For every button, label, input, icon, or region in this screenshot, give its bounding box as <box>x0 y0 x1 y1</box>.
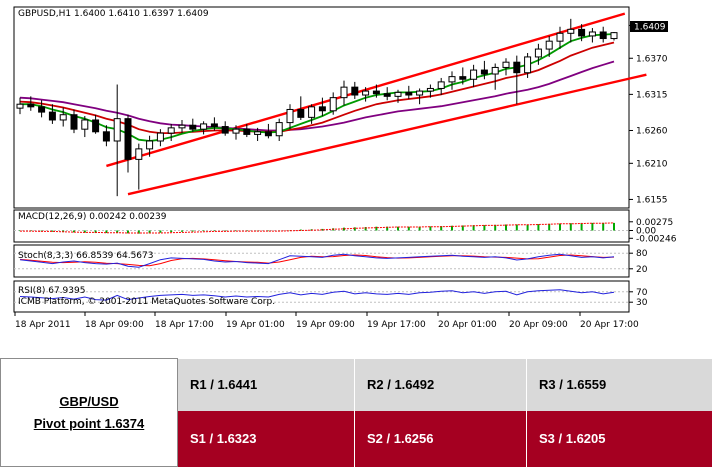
candle-body <box>611 33 617 39</box>
support-s2: S2 / 1.6256 <box>355 411 527 467</box>
candle-body <box>471 70 477 79</box>
candle-body <box>39 107 45 112</box>
candle-body <box>211 124 217 127</box>
candle-body <box>503 62 509 67</box>
candle-body <box>481 70 487 74</box>
candle-body <box>492 67 498 74</box>
candle-body <box>341 87 347 98</box>
candle-body <box>373 91 379 94</box>
candle-body <box>395 92 401 96</box>
resistance-r3: R3 / 1.6559 <box>527 359 712 411</box>
candle-body <box>114 119 120 141</box>
candle-body <box>417 91 423 95</box>
stoch-panel-frame <box>14 245 629 277</box>
candle-body <box>352 87 358 95</box>
candle-body <box>600 32 606 39</box>
last-price-marker: 1.6409 <box>630 21 668 33</box>
stoch-label: Stoch(8,3,3) 66.8539 64.5673 <box>18 251 153 261</box>
candle-body <box>525 57 531 73</box>
rsi-tick-label: 30 <box>636 298 648 308</box>
candle-body <box>190 125 196 129</box>
candle-body <box>579 29 585 36</box>
candle-body <box>546 41 552 49</box>
candle-body <box>60 115 66 120</box>
pivot-table: GBP/USD Pivot point 1.6374 R1 / 1.6441 R… <box>0 358 712 467</box>
time-tick-label: 19 Apr 01:00 <box>226 320 285 330</box>
stoch-tick-label: 20 <box>636 265 648 275</box>
candle-body <box>449 77 455 82</box>
stoch-tick-label: 80 <box>636 249 648 259</box>
rsi-tick-label: 70 <box>636 288 648 298</box>
resistance-r1: R1 / 1.6441 <box>178 359 355 411</box>
macd-tick-label: -0.00246 <box>636 234 677 244</box>
candle-body <box>438 82 444 89</box>
price-tick-label: 1.6155 <box>636 195 668 205</box>
resistance-r2: R2 / 1.6492 <box>355 359 527 411</box>
candle-body <box>514 62 520 73</box>
candle-body <box>233 129 239 133</box>
macd-label: MACD(12,26,9) 0.00242 0.00239 <box>18 212 167 222</box>
candle-body <box>460 77 466 80</box>
candle-body <box>125 119 131 160</box>
candle-body <box>49 112 55 120</box>
candle-body <box>309 107 315 118</box>
platform-watermark: ICMB Platform, © 2001-2011 MetaQuotes So… <box>18 297 275 307</box>
candle-body <box>319 107 325 111</box>
last-price-label: 1.6409 <box>634 23 666 33</box>
candle-body <box>330 98 336 111</box>
candle-body <box>427 88 433 91</box>
time-tick-label: 20 Apr 09:00 <box>509 320 568 330</box>
candle-body <box>255 132 261 135</box>
time-tick-label: 18 Apr 09:00 <box>85 320 144 330</box>
candle-body <box>363 91 369 95</box>
price-chart: GBPUSD,H1 1.6400 1.6410 1.6397 1.6409 1.… <box>0 0 712 358</box>
candle-body <box>201 124 207 129</box>
pivot-point: Pivot point 1.6374 <box>1 413 177 435</box>
time-tick-label: 18 Apr 17:00 <box>155 320 214 330</box>
time-tick-label: 20 Apr 17:00 <box>580 320 639 330</box>
candle-body <box>168 128 174 133</box>
support-s1: S1 / 1.6323 <box>178 411 355 467</box>
symbol-header: GBPUSD,H1 1.6400 1.6410 1.6397 1.6409 <box>18 9 209 19</box>
candle-body <box>276 123 282 136</box>
price-tick-label: 1.6210 <box>636 159 668 169</box>
candle-body <box>82 120 88 129</box>
candle-body <box>71 115 77 129</box>
candle-body <box>17 104 23 108</box>
candle-body <box>535 49 541 57</box>
time-tick-label: 19 Apr 09:00 <box>296 320 355 330</box>
currency-pair: GBP/USD <box>1 391 177 413</box>
candle-body <box>93 120 99 132</box>
candle-body <box>179 125 185 128</box>
candle-body <box>222 127 228 134</box>
candle-body <box>147 141 153 149</box>
candle-body <box>589 32 595 36</box>
candle-body <box>557 33 563 41</box>
price-tick-label: 1.6260 <box>636 126 668 136</box>
pivot-summary-cell: GBP/USD Pivot point 1.6374 <box>1 359 178 467</box>
time-tick-label: 18 Apr 2011 <box>15 320 71 330</box>
candle-body <box>244 129 250 134</box>
candle-body <box>287 109 293 122</box>
candle-body <box>103 132 109 141</box>
candle-body <box>384 94 390 97</box>
time-tick-label: 19 Apr 17:00 <box>367 320 426 330</box>
time-tick-label: 20 Apr 01:00 <box>438 320 497 330</box>
candle-body <box>298 109 304 117</box>
candle-body <box>157 133 163 141</box>
candle-body <box>265 132 271 136</box>
rsi-label: RSI(8) 67.9395 <box>18 286 85 296</box>
candle-body <box>568 29 574 33</box>
support-s3: S3 / 1.6205 <box>527 411 712 467</box>
price-tick-label: 1.6370 <box>636 54 668 64</box>
candle-body <box>406 92 412 95</box>
candle-body <box>136 149 142 160</box>
candle-body <box>28 104 34 107</box>
price-tick-label: 1.6315 <box>636 90 668 100</box>
